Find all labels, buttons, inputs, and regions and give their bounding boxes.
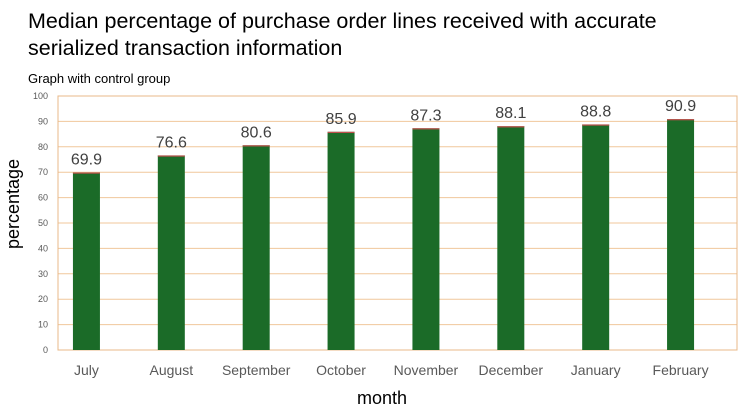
bar <box>242 145 270 350</box>
y-tick-label: 40 <box>38 243 48 253</box>
x-tick-label: February <box>653 362 709 378</box>
y-tick-label: 70 <box>38 167 48 177</box>
bar-top-accent <box>327 131 355 134</box>
x-tick-label: August <box>150 362 194 378</box>
x-tick-label: October <box>316 362 366 378</box>
data-label: 80.6 <box>241 124 272 141</box>
bar <box>667 119 695 350</box>
x-tick-label: December <box>479 362 544 378</box>
y-tick-label: 30 <box>38 269 48 279</box>
bar <box>412 128 440 350</box>
data-label: 90.9 <box>665 98 696 115</box>
x-tick-label: July <box>74 362 99 378</box>
y-tick-label: 90 <box>38 116 48 126</box>
bar <box>157 155 185 350</box>
bar-top-accent <box>667 119 695 121</box>
bar-top-accent <box>242 145 270 147</box>
y-tick-label: 0 <box>43 345 48 355</box>
x-axis-title: month <box>357 388 407 408</box>
bar-top-accent <box>157 155 185 157</box>
bar <box>72 172 100 350</box>
y-axis-title: percentage <box>3 159 23 249</box>
bar <box>327 131 355 350</box>
y-tick-label: 50 <box>38 218 48 228</box>
bars-group <box>72 119 695 350</box>
bar-top-accent <box>582 124 610 126</box>
data-label: 85.9 <box>325 111 356 128</box>
data-labels-group: 69.9 76.6 80.6 85.9 87.3 88.1 88.8 90.9 <box>71 98 696 168</box>
data-label: 87.3 <box>410 107 441 124</box>
y-tick-label: 80 <box>38 142 48 152</box>
x-tick-label: November <box>394 362 459 378</box>
bar <box>497 126 525 350</box>
bar-top-accent <box>497 126 525 128</box>
x-tick-label: January <box>571 362 621 378</box>
x-tick-label: September <box>222 362 291 378</box>
y-tick-label: 20 <box>38 294 48 304</box>
data-label: 76.6 <box>156 134 187 151</box>
plot-area-border <box>57 95 738 351</box>
y-tick-label: 10 <box>38 320 48 330</box>
y-tick-labels-group: 0 10 20 30 40 50 60 70 80 90 100 <box>33 91 48 355</box>
bar-top-accent <box>412 128 440 130</box>
y-tick-label: 60 <box>38 193 48 203</box>
bar-top-accent <box>72 172 100 174</box>
data-label: 88.1 <box>495 105 526 122</box>
chart-title: Median percentage of purchase order line… <box>28 9 657 60</box>
chart-subtitle: Graph with control group <box>28 71 171 86</box>
bar <box>582 124 610 350</box>
x-tick-labels-group: July August September October November Decemb… <box>74 362 709 378</box>
y-tick-label: 100 <box>33 91 48 101</box>
data-label: 88.8 <box>580 103 611 120</box>
data-label: 69.9 <box>71 151 102 168</box>
